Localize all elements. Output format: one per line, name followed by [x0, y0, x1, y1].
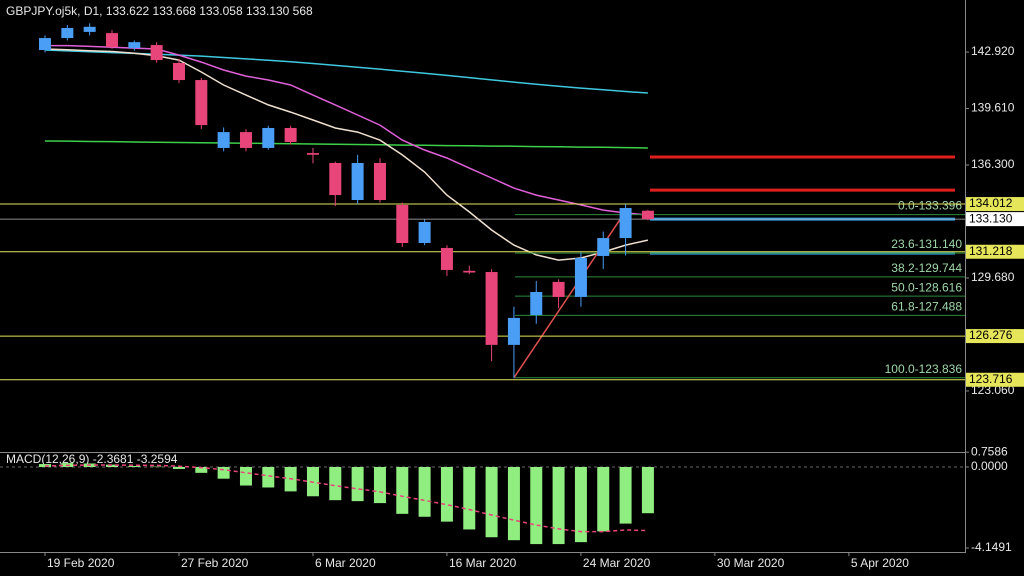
- current-price-bg: [966, 212, 1024, 227]
- candle-body: [574, 258, 587, 297]
- macd-bar: [351, 466, 364, 502]
- candle-body: [641, 210, 654, 220]
- moving-average: [45, 44, 648, 216]
- candle-body: [373, 162, 386, 200]
- y-tick-label: 129.680: [971, 270, 1015, 284]
- candle-body: [150, 45, 163, 61]
- x-tick-label: 6 Mar 2020: [315, 556, 376, 570]
- x-tick-label: 16 Mar 2020: [449, 556, 517, 570]
- level-label: 134.012: [969, 196, 1013, 210]
- y-tick-label: 139.610: [971, 101, 1015, 115]
- candle-body: [329, 162, 342, 196]
- macd-bar: [329, 466, 342, 501]
- macd-bar: [619, 466, 632, 524]
- level-label-bg: [966, 329, 1024, 344]
- candle-body: [507, 317, 520, 345]
- macd-bar: [574, 466, 587, 543]
- candle-body: [597, 238, 610, 256]
- macd-bar: [396, 466, 409, 514]
- level-label-bg: [966, 244, 1024, 259]
- macd-bar: [217, 466, 230, 479]
- y-tick-label: 142.920: [971, 44, 1015, 58]
- macd-bar: [262, 466, 275, 488]
- x-tick-label: 19 Feb 2020: [47, 556, 115, 570]
- candle-body: [128, 42, 141, 49]
- macd-bar: [440, 466, 453, 522]
- candle-body: [396, 204, 409, 244]
- fib-label: 0.0-133.396: [898, 199, 962, 213]
- level-label-bg: [966, 372, 1024, 387]
- x-tick-label: 30 Mar 2020: [717, 556, 785, 570]
- macd-bar: [641, 466, 654, 514]
- candle-body: [351, 162, 364, 200]
- candle-body: [306, 153, 319, 155]
- macd-signal: [44, 464, 648, 533]
- x-tick-label: 27 Feb 2020: [181, 556, 249, 570]
- fib-label: 38.2-129.744: [891, 261, 962, 275]
- fib-label: 50.0-128.616: [891, 280, 962, 294]
- candle-body: [262, 127, 275, 148]
- macd-bar: [172, 466, 185, 469]
- candle-body: [217, 132, 230, 148]
- macd-bar: [507, 466, 520, 541]
- candle-body: [552, 281, 565, 297]
- macd-bar: [239, 466, 252, 486]
- level-label: 126.276: [969, 328, 1013, 342]
- macd-bar: [485, 466, 498, 538]
- candle-body: [172, 62, 185, 81]
- level-label: 131.218: [969, 244, 1013, 258]
- y-tick-label: 136.300: [971, 157, 1015, 171]
- candle-body: [39, 38, 51, 50]
- fib-label: 61.8-127.488: [891, 300, 962, 314]
- candle-body: [61, 27, 74, 39]
- candle-body: [239, 132, 252, 148]
- level-label-bg: [966, 197, 1024, 212]
- macd-bar: [150, 466, 163, 468]
- candle-body: [440, 247, 453, 270]
- candle-body: [619, 208, 632, 239]
- macd-bar: [105, 464, 118, 467]
- macd-bar: [418, 466, 431, 517]
- candle-body: [530, 291, 543, 316]
- macd-bar: [597, 466, 610, 532]
- macd-bar: [552, 466, 565, 545]
- y-tick-label: 0.0000: [971, 459, 1008, 473]
- macd-bar: [128, 466, 141, 467]
- current-price-label: 133.130: [969, 211, 1013, 225]
- level-label: 123.716: [969, 372, 1013, 386]
- x-tick-label: 24 Mar 2020: [583, 556, 651, 570]
- candle-body: [463, 270, 476, 273]
- y-tick-label: -4.1491: [971, 540, 1012, 554]
- fib-label: 100.0-123.836: [885, 362, 963, 376]
- indicator-title: MACD(12,26,9) -2.3681 -3.2594: [6, 452, 178, 466]
- x-tick-label: 5 Apr 2020: [851, 556, 909, 570]
- candle-body: [83, 26, 96, 32]
- chart-title: GBPJPY.oj5k, D1, 133.622 133.668 133.058…: [6, 4, 313, 18]
- candle-body: [195, 80, 208, 126]
- macd-bar: [530, 466, 543, 545]
- candle-body: [105, 33, 118, 48]
- macd-bar: [195, 466, 208, 473]
- candle-body: [418, 222, 431, 244]
- moving-average: [44, 48, 649, 261]
- macd-bar: [373, 466, 386, 504]
- candle-body: [485, 272, 498, 345]
- fib-label: 23.6-131.140: [891, 237, 962, 251]
- macd-bar: [463, 466, 476, 530]
- moving-average: [44, 140, 648, 149]
- y-tick-label: 0.7586: [971, 444, 1008, 458]
- candle-body: [284, 127, 297, 142]
